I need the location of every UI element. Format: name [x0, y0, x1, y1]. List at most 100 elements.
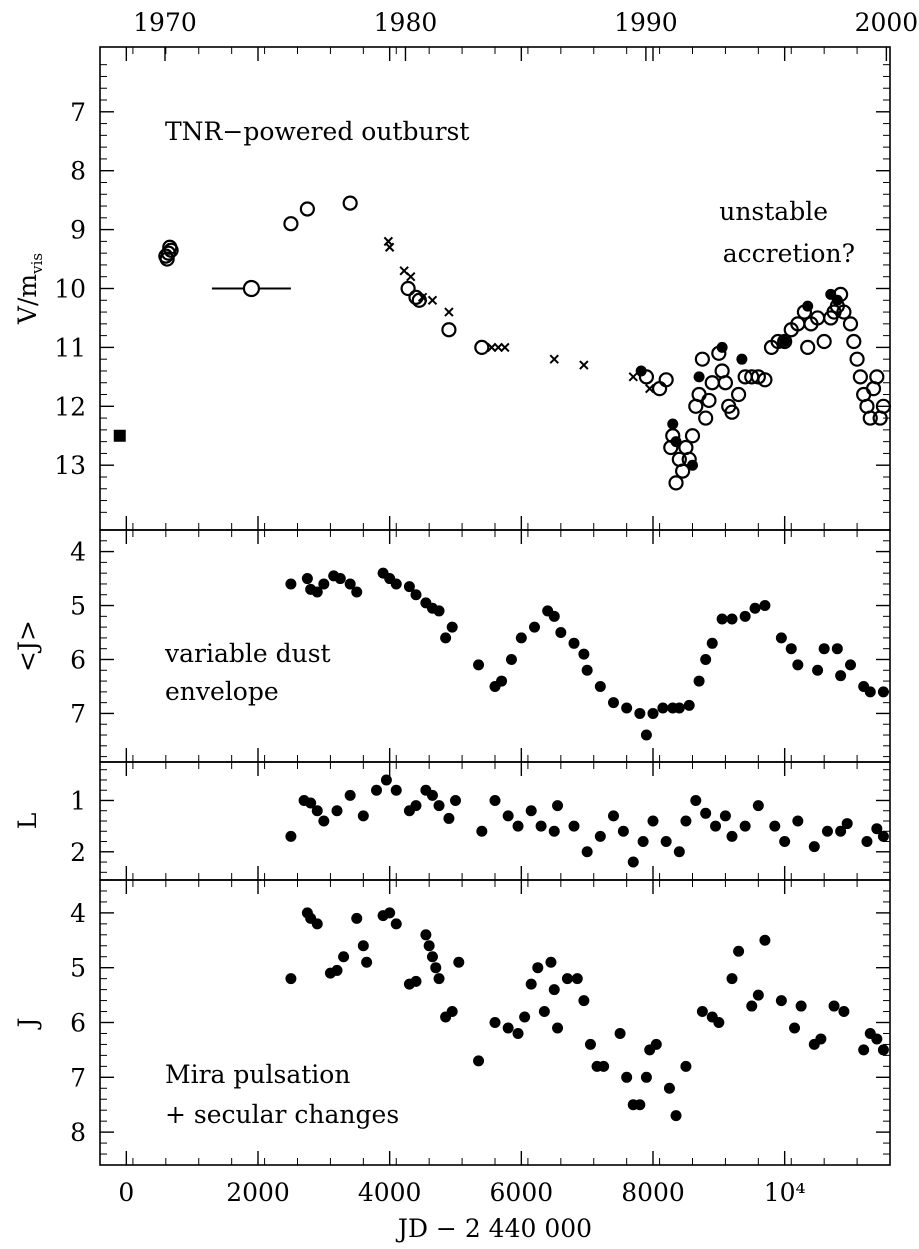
data-point: [877, 830, 889, 842]
data-point: [808, 841, 820, 853]
data-point: [694, 351, 710, 367]
data-point: [635, 365, 647, 377]
data-point: [443, 812, 455, 824]
data-point: [736, 353, 748, 365]
data-point: [719, 810, 731, 822]
data-point: [162, 239, 178, 255]
data-point: [645, 383, 655, 394]
y-axis-label-L: L: [13, 813, 42, 830]
data-point: [657, 702, 669, 714]
data-point: [835, 825, 847, 837]
data-point: [821, 825, 833, 837]
data-point: [390, 918, 402, 930]
data-point: [440, 632, 452, 644]
data-point: [746, 1000, 758, 1012]
y-tick-label: 4: [70, 538, 86, 567]
data-point: [502, 810, 514, 822]
y-axis-label-J: J: [13, 1017, 42, 1030]
data-point: [473, 1055, 485, 1067]
data-point: [430, 962, 442, 974]
x-axis-label: JD − 2 440 000: [395, 1214, 592, 1243]
y-tick-label: 5: [70, 954, 86, 983]
data-point: [400, 280, 416, 297]
data-point: [759, 934, 771, 946]
data-point: [739, 610, 751, 622]
data-point: [693, 371, 705, 383]
data-point: [852, 369, 868, 385]
data-point: [877, 1044, 889, 1056]
data-point: [637, 836, 649, 848]
data-point: [668, 475, 684, 491]
annotation: envelope: [165, 677, 279, 706]
data-point: [502, 1022, 514, 1034]
data-point: [505, 653, 517, 665]
data-point: [568, 820, 580, 832]
data-point: [716, 341, 728, 353]
data-point: [594, 680, 606, 692]
data-point: [757, 372, 773, 388]
y-tick-label: 7: [70, 1063, 86, 1092]
data-point: [525, 805, 537, 817]
data-point: [512, 820, 524, 832]
data-point: [568, 637, 580, 649]
data-point: [841, 818, 853, 830]
data-point: [726, 613, 738, 625]
data-point: [795, 1000, 807, 1012]
data-point: [423, 940, 435, 952]
data-point: [680, 815, 692, 827]
data-point: [285, 973, 297, 985]
data-point: [380, 774, 392, 786]
data-point: [733, 945, 745, 957]
annotation: + secular changes: [165, 1100, 399, 1129]
data-point: [242, 279, 261, 298]
data-point: [476, 825, 488, 837]
x-tick-label: 0: [118, 1178, 134, 1207]
annotations: TNR−powered outburst unstable accretion? va…: [164, 117, 855, 1129]
y-tick-label: 1: [70, 786, 86, 815]
data-point: [706, 637, 718, 649]
data-point: [663, 1082, 675, 1094]
data-point: [535, 820, 547, 832]
data-point: [862, 410, 878, 426]
data-point: [831, 294, 843, 306]
data-point: [684, 428, 701, 444]
data-point: [777, 333, 793, 350]
top-year-label: 1980: [374, 8, 438, 37]
data-point: [647, 815, 659, 827]
data-point: [849, 351, 865, 367]
x-tick-label: 4000: [358, 1178, 422, 1207]
data-point: [749, 602, 761, 614]
data-point: [871, 1033, 883, 1045]
data-point: [877, 686, 889, 698]
annotation: unstable: [719, 197, 828, 226]
data-point: [710, 820, 722, 832]
data-point: [299, 201, 315, 217]
data-point: [696, 1006, 708, 1018]
y-tick-label: 4: [70, 899, 86, 928]
data-point: [519, 1011, 531, 1023]
data-point: [779, 336, 791, 348]
data-point: [473, 659, 485, 671]
data-point: [578, 648, 590, 660]
data-point: [769, 820, 781, 832]
data-point: [792, 659, 804, 671]
data-point: [552, 1022, 564, 1034]
x-tick-label: 8000: [621, 1178, 685, 1207]
data-point: [410, 975, 422, 987]
data-point: [752, 800, 764, 812]
data-point: [651, 381, 668, 397]
data-point: [489, 794, 501, 806]
data-point: [351, 912, 363, 924]
data-point: [579, 360, 589, 370]
data-point: [417, 292, 428, 303]
y-axis-label-mean-J: <J>: [13, 620, 42, 672]
data-point: [538, 1006, 550, 1018]
data-point: [598, 1060, 610, 1072]
data-point: [614, 1027, 626, 1039]
data-point: [836, 304, 852, 320]
data-point: [621, 702, 633, 714]
data-point: [331, 964, 343, 976]
data-point: [361, 956, 373, 968]
y-tick-label: 8: [70, 1118, 86, 1147]
